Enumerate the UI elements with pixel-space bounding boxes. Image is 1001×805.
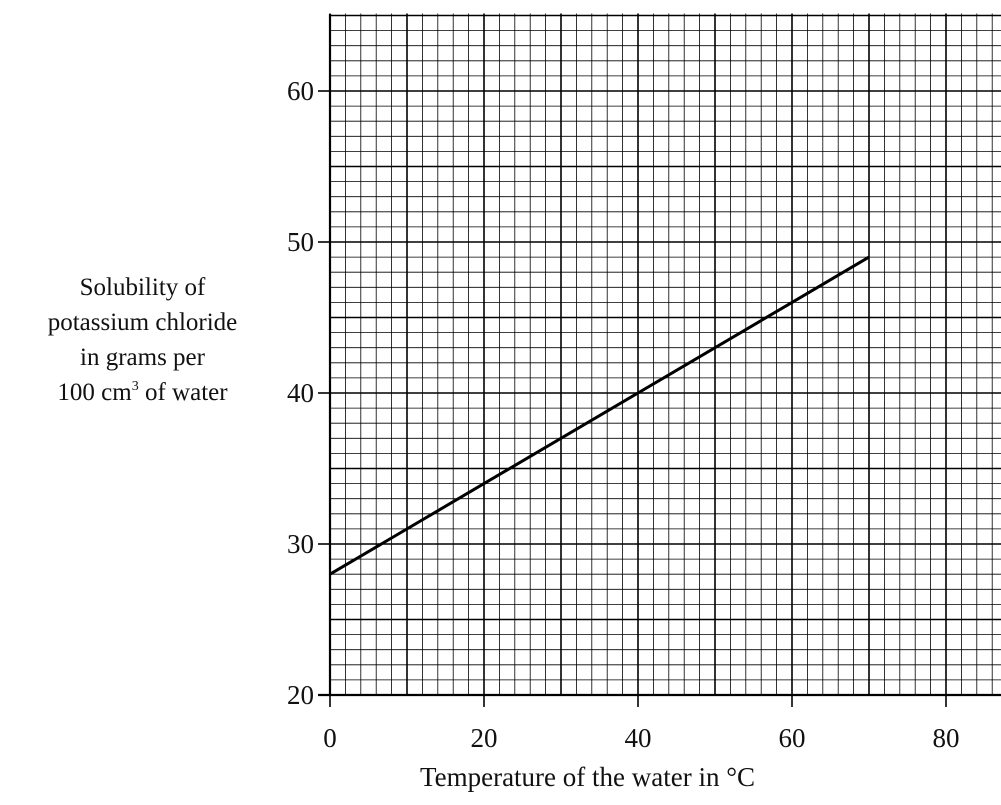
tick-labels: 20 30 40 50 60 0 20 40 60 80 <box>287 76 960 753</box>
x-tick-label: 20 <box>471 723 498 753</box>
y-axis-label: Solubility of potassium chloride in gram… <box>0 270 285 410</box>
y-tick-label: 40 <box>287 378 314 408</box>
y-axis-label-superscript: 3 <box>131 379 139 394</box>
y-axis-label-line-3: in grams per <box>80 344 205 371</box>
y-axis-label-line-2: potassium chloride <box>47 309 238 336</box>
y-axis-label-tail: of water <box>144 379 228 406</box>
axes <box>318 14 1001 697</box>
y-tick-label: 20 <box>287 680 314 710</box>
y-tick-label: 50 <box>287 227 314 257</box>
x-axis-label: Temperature of the water in °C <box>420 762 756 792</box>
x-tick-label: 0 <box>323 723 337 753</box>
tick-marks <box>318 90 947 707</box>
x-tick-label: 80 <box>933 723 960 753</box>
y-axis-label-unit: 100 cm <box>57 379 132 406</box>
minor-grid <box>330 13 1001 695</box>
x-tick-label: 40 <box>625 723 652 753</box>
y-tick-label: 60 <box>287 76 314 106</box>
y-tick-label: 30 <box>287 529 314 559</box>
series-line <box>329 255 870 576</box>
series-group <box>329 255 870 576</box>
y-axis-label-line-1: Solubility of <box>79 274 206 301</box>
y-axis-label-line-4: 100 cm3 of water <box>0 375 285 410</box>
x-tick-label: 60 <box>779 723 806 753</box>
major-grid <box>329 13 1001 696</box>
